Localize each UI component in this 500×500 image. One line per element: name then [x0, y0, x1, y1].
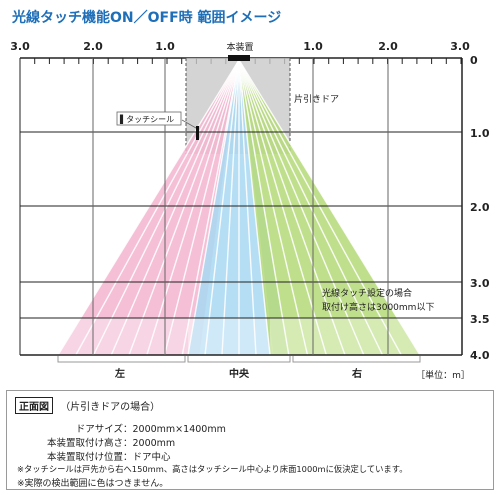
- detection-fans: [57, 59, 421, 356]
- y-tick-2: 2.0: [470, 201, 490, 214]
- y-tick-3-5: 3.5: [470, 313, 490, 326]
- info-heading: （片引きドアの場合）: [60, 402, 161, 413]
- front-view-tag: 正面図: [15, 397, 53, 414]
- info-row: ドアサイズ：2000mm×1400mm: [11, 421, 226, 435]
- zone-right-label: 右: [351, 367, 362, 380]
- device-icon: [228, 55, 250, 61]
- detection-range-diagram: 光線タッチ機能ON／OFF時 範囲イメージ 3.0 2.0 1.0 1.0 2.…: [10, 9, 490, 381]
- info-heading-row: 正面図 （片引きドアの場合）: [15, 397, 160, 414]
- note-line-2: 取付け高さは3000mm以下: [322, 301, 434, 313]
- note-line-1: 光線タッチ設定の場合: [322, 287, 412, 299]
- y-tick-1: 1.0: [470, 127, 490, 140]
- device-label: 本装置: [226, 41, 253, 53]
- zone-left-label: 左: [114, 367, 125, 380]
- x-tick-left-1: 1.0: [155, 40, 175, 53]
- info-value: ：2000mm×1400mm: [123, 424, 226, 435]
- info-note-1: ※タッチシールは戸先から右へ150mm、高さはタッチシール中心より床面1000m…: [17, 464, 408, 474]
- info-row: 本装置取付け高さ：2000mm: [11, 435, 175, 449]
- touch-seal-marker: [196, 126, 199, 140]
- unit-label: ［単位：m］: [416, 369, 470, 381]
- grid: [19, 58, 463, 356]
- info-key: 本装置取付け高さ: [46, 438, 123, 449]
- info-key: ドアサイズ: [75, 424, 123, 435]
- zone-center-label: 中央: [229, 367, 250, 380]
- diagram-title: 光線タッチ機能ON／OFF時 範囲イメージ: [11, 9, 281, 26]
- touch-seal-leader: [181, 119, 197, 129]
- y-tick-0: 0: [470, 54, 478, 67]
- y-tick-4: 4.0: [470, 349, 490, 362]
- info-row: 本装置取付け位置：ドア中心: [11, 449, 171, 463]
- door-label: 片引きドア: [294, 93, 339, 105]
- info-value: ：2000mm: [123, 438, 176, 449]
- x-tick-left-3: 3.0: [10, 40, 30, 53]
- info-key: 本装置取付け位置: [46, 452, 123, 463]
- x-tick-right-1: 1.0: [303, 40, 323, 53]
- right-fan: [238, 59, 421, 356]
- x-tick-right-2: 2.0: [378, 40, 398, 53]
- info-value: ：ドア中心: [123, 452, 171, 463]
- x-tick-left-2: 2.0: [83, 40, 103, 53]
- info-box: 正面図 （片引きドアの場合） ドアサイズ：2000mm×1400mm 本装置取付…: [6, 390, 494, 490]
- touch-seal-box: [116, 111, 182, 126]
- y-tick-3: 3.0: [470, 277, 490, 290]
- info-note-2: ※実際の検出範囲に色はつきません。: [17, 479, 169, 489]
- zone-brackets: [57, 356, 421, 363]
- x-tick-right-3: 3.0: [450, 40, 470, 53]
- touch-seal-label: ▌タッチシール: [119, 114, 174, 124]
